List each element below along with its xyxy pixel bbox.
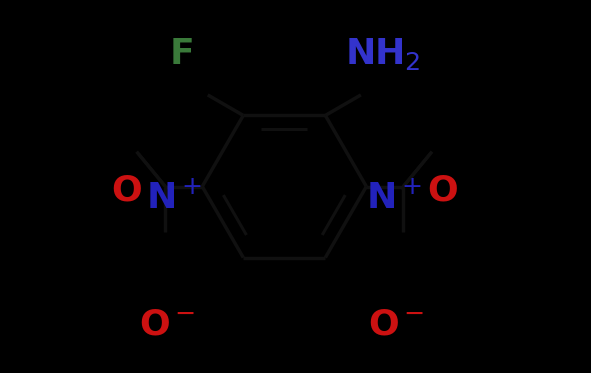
- Text: N$^+$: N$^+$: [366, 181, 423, 215]
- Text: F: F: [170, 37, 194, 71]
- Text: O: O: [427, 173, 458, 207]
- Text: O$^-$: O$^-$: [368, 307, 424, 342]
- Text: O: O: [112, 173, 142, 207]
- Text: O$^-$: O$^-$: [138, 307, 195, 342]
- Text: NH$_2$: NH$_2$: [345, 36, 421, 72]
- Text: N$^+$: N$^+$: [147, 181, 202, 215]
